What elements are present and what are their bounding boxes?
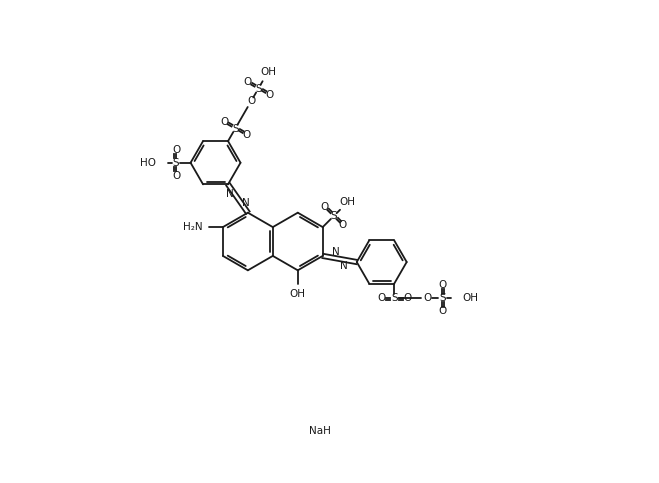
Text: HO: HO (140, 158, 156, 168)
Text: O: O (320, 202, 329, 212)
Text: N: N (331, 246, 339, 256)
Text: N: N (243, 199, 250, 208)
Text: S: S (439, 293, 445, 303)
Text: O: O (243, 77, 252, 87)
Text: N: N (226, 189, 234, 199)
Text: OH: OH (339, 197, 355, 207)
Text: S: S (232, 124, 239, 134)
Text: O: O (424, 293, 432, 303)
Text: S: S (330, 211, 337, 221)
Text: S: S (255, 84, 262, 94)
Text: S: S (391, 293, 397, 303)
Text: O: O (172, 145, 181, 155)
Text: O: O (438, 306, 446, 316)
Text: O: O (243, 130, 250, 140)
Text: O: O (172, 170, 181, 181)
Text: O: O (220, 117, 228, 127)
Text: O: O (403, 293, 411, 303)
Text: H₂N: H₂N (183, 222, 203, 232)
Text: OH: OH (462, 293, 478, 303)
Text: NaH: NaH (309, 426, 331, 436)
Text: O: O (339, 220, 347, 230)
Text: N: N (340, 261, 348, 271)
Text: O: O (247, 96, 255, 106)
Text: OH: OH (290, 288, 306, 298)
Text: O: O (377, 293, 386, 303)
Text: O: O (438, 280, 446, 290)
Text: OH: OH (260, 67, 276, 77)
Text: S: S (173, 158, 179, 168)
Text: O: O (265, 90, 273, 100)
